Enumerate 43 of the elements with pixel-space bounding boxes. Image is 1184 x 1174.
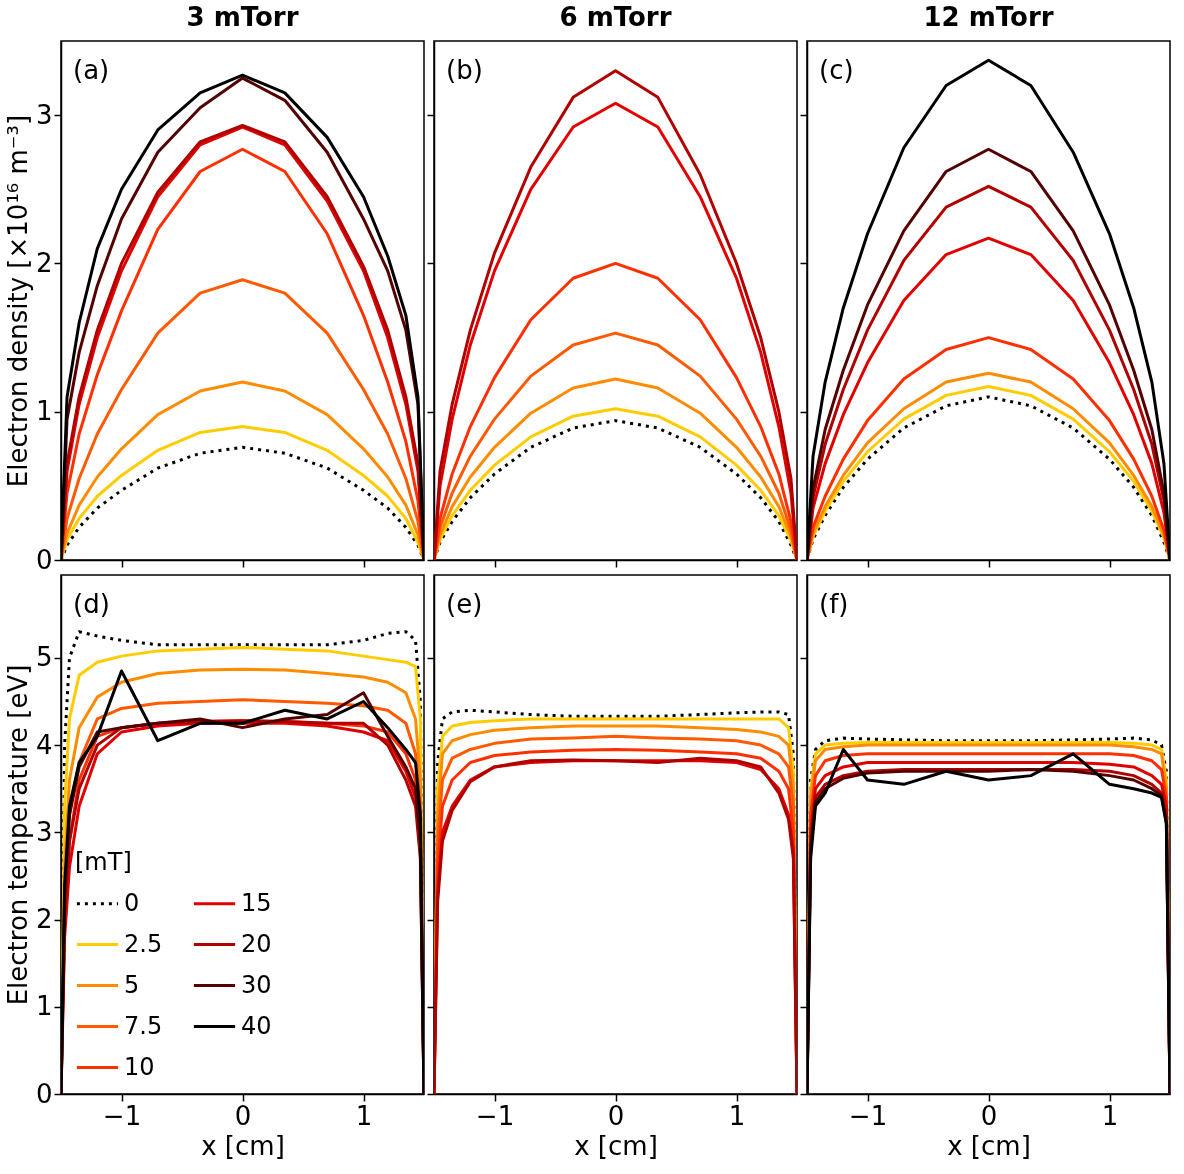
legend-label: 30 — [241, 970, 272, 999]
y-tick-label: 5 — [35, 642, 53, 673]
legend-label: 2.5 — [124, 929, 163, 958]
annotation: (c) — [819, 55, 854, 85]
x-tick-label: −1 — [102, 1100, 142, 1131]
y-axis-title: Electron temperature [eV] — [2, 664, 33, 1006]
annotation: (b) — [446, 55, 483, 85]
legend-label: 40 — [241, 1011, 272, 1040]
annotation: (a) — [73, 55, 110, 85]
legend-label: 10 — [124, 1052, 155, 1081]
legend-label: 0 — [124, 888, 140, 917]
y-tick-label: 0 — [35, 1078, 53, 1109]
legend-label: 20 — [241, 929, 272, 958]
annotation: (d) — [73, 589, 110, 619]
x-tick-label: 0 — [234, 1100, 252, 1131]
x-axis-title: x [cm] — [201, 1130, 285, 1161]
x-tick-label: 1 — [728, 1100, 746, 1131]
chart-title: 12 mTorr — [923, 2, 1054, 32]
legend-label: 5 — [124, 970, 140, 999]
chart-title: 3 mTorr — [186, 2, 299, 32]
x-tick-label: −1 — [475, 1100, 515, 1131]
y-tick-label: 1 — [35, 991, 53, 1022]
x-tick-label: 1 — [1101, 1100, 1119, 1131]
legend-label: 15 — [241, 888, 272, 917]
x-tick-label: 1 — [355, 1100, 373, 1131]
y-tick-label: 1 — [35, 396, 53, 427]
legend-label: 7.5 — [124, 1011, 163, 1040]
annotation: (e) — [446, 589, 483, 619]
annotation: (f) — [819, 589, 849, 619]
y-tick-label: 3 — [35, 816, 53, 847]
x-tick-label: 0 — [980, 1100, 998, 1131]
legend-title: [mT] — [75, 848, 132, 876]
y-tick-label: 2 — [35, 904, 53, 935]
chart-title: 6 mTorr — [559, 2, 672, 32]
x-tick-label: −1 — [848, 1100, 888, 1131]
x-axis-title: x [cm] — [574, 1130, 658, 1161]
y-tick-label: 2 — [35, 247, 53, 278]
y-tick-label: 3 — [35, 99, 53, 130]
y-tick-label: 0 — [35, 544, 53, 575]
x-axis-title: x [cm] — [947, 1130, 1031, 1161]
x-tick-label: 0 — [607, 1100, 625, 1131]
y-tick-label: 4 — [35, 729, 53, 760]
y-axis-title: Electron density [×10¹⁶ m⁻³] — [2, 114, 33, 488]
